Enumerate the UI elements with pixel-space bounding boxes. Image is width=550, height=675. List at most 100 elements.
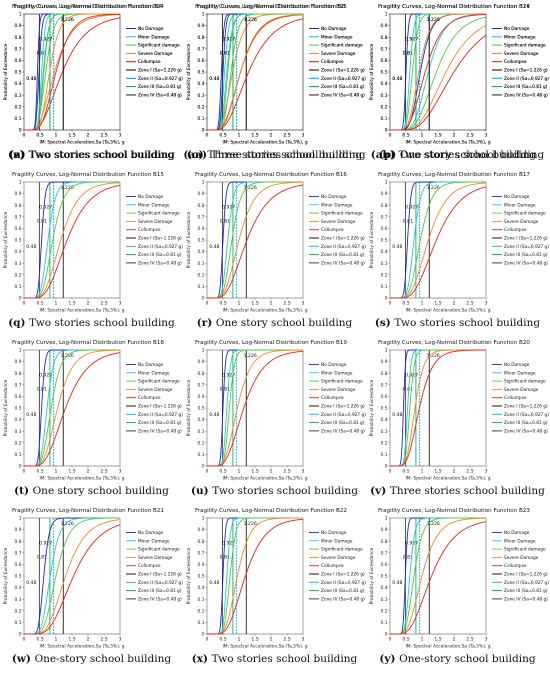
y-tick-label: 0.3: [198, 93, 205, 99]
zone-value-label: 1.226: [427, 17, 440, 23]
series-line: [24, 13, 120, 131]
y-tick-label: 1: [19, 12, 22, 18]
legend-entry: Zone I (Sa=1.226 g): [504, 572, 548, 578]
y-tick-label: 0: [202, 632, 205, 638]
x-tick-label: 0: [206, 133, 209, 139]
chart-plot: Fragility Curves, Log-Normal Distributio…: [183, 0, 366, 148]
legend-entry: Zone II (Sa=0.927 g): [321, 244, 366, 250]
y-tick-label: 0.5: [381, 70, 388, 76]
x-tick-label: 1: [421, 469, 424, 475]
panel-caption-text: Two stories school building: [29, 317, 175, 329]
zone-value-label: 0.81: [403, 555, 413, 561]
legend-entry: Minor Damage: [138, 202, 170, 208]
y-tick-label: 0.3: [198, 597, 205, 603]
legend-entry: Collumpse: [138, 227, 161, 233]
legend-entry: Zone IV (Sa=0.48 g): [504, 260, 548, 266]
y-tick-label: 0: [202, 128, 205, 134]
y-tick-label: 1: [385, 12, 388, 18]
panel-caption-letter: (n): [8, 149, 30, 161]
x-tick-label: 2: [453, 133, 456, 139]
series-line: [207, 517, 303, 635]
y-tick-label: 0.9: [198, 23, 205, 29]
y-tick-label: 0.2: [198, 608, 205, 614]
x-tick-label: 1: [421, 637, 424, 643]
chart-plot: Fragility Curves, Log-Normal Distributio…: [0, 168, 183, 316]
x-tick-label: 1.5: [68, 133, 75, 139]
y-tick-label: 0.8: [198, 539, 205, 545]
chart-panel-z: Fragility Curves, Log-Normal Distributio…: [0, 0, 183, 168]
x-tick-label: 0: [206, 637, 209, 643]
legend-entry: Minor Damage: [321, 34, 353, 40]
x-tick-label: 0: [23, 133, 26, 139]
zone-value-label: 0.48: [392, 76, 402, 82]
y-tick-label: 0.4: [198, 81, 205, 87]
y-axis-label: Probability of Exceedance: [3, 211, 9, 268]
y-tick-label: 0.5: [198, 406, 205, 412]
legend-entry: Severe Damage: [321, 51, 356, 57]
zone-value-label: 1.226: [244, 185, 257, 191]
x-tick-label: 2: [270, 133, 273, 139]
y-tick-label: 0.9: [15, 359, 22, 365]
y-tick-label: 0.3: [381, 429, 388, 435]
legend-entry: Zone I (Sa=1.226 g): [138, 68, 182, 74]
zone-value-label: 1.226: [427, 185, 440, 191]
legend-entry: Zone II (Sa=0.927 g): [138, 580, 183, 586]
chart-title: Fragility Curves, Log-Normal Distributio…: [197, 4, 346, 10]
series-line: [24, 182, 121, 299]
panel-caption-letter: (ab): [370, 149, 399, 161]
series-line: [207, 349, 303, 467]
y-tick-label: 0.2: [198, 272, 205, 278]
panel-caption-text: Two stories school building: [212, 485, 358, 497]
series-line: [390, 13, 486, 131]
x-tick-label: 0: [23, 301, 26, 307]
series-line: [207, 181, 303, 299]
x-tick-label: 2: [453, 301, 456, 307]
panel-caption: (r) One story school building: [183, 317, 366, 335]
x-tick-label: 1: [55, 469, 58, 475]
zone-value-label: 0.48: [26, 580, 36, 586]
legend-entry: No Damage: [138, 362, 164, 368]
legend-entry: Significant damage: [138, 547, 180, 553]
legend-entry: Significant damage: [504, 211, 546, 217]
y-tick-label: 0.9: [381, 359, 388, 365]
y-axis-label: Probability of Exceedance: [3, 43, 9, 100]
legend-entry: No Damage: [504, 26, 530, 32]
y-tick-label: 0.5: [381, 406, 388, 412]
legend-entry: Collumpse: [504, 563, 527, 569]
y-tick-label: 0.6: [381, 58, 388, 64]
x-tick-label: 0: [389, 133, 392, 139]
fragility-chart: Fragility Curves, Log-Normal Distributio…: [186, 4, 366, 146]
x-tick-label: 3: [302, 133, 305, 139]
series-line: [390, 181, 486, 299]
y-tick-label: 0.2: [381, 104, 388, 110]
fragility-chart: Fragility Curves, Log-Normal Distributio…: [186, 172, 366, 314]
x-tick-label: 1.5: [251, 301, 258, 307]
y-tick-label: 0.8: [381, 35, 388, 41]
x-tick-label: 2.5: [100, 637, 107, 643]
chart-panel-r: Fragility Curves, Log-Normal Distributio…: [183, 168, 366, 336]
x-tick-label: 1.5: [434, 637, 441, 643]
zone-value-label: 0.48: [209, 412, 219, 418]
series-line: [207, 181, 303, 299]
chart-plot: Fragility Curves, Log-Normal Distributio…: [366, 0, 549, 148]
y-tick-label: 0.8: [15, 203, 22, 209]
x-tick-label: 2: [87, 301, 90, 307]
x-tick-label: 1.5: [251, 637, 258, 643]
y-axis-label: Probability of Exceedance: [3, 43, 9, 100]
fragility-chart: Fragility Curves, Log-Normal Distributio…: [186, 508, 366, 650]
legend-entry: Collumpse: [138, 395, 161, 401]
y-tick-label: 0.1: [15, 452, 22, 458]
series-line: [390, 14, 487, 131]
chart-title: Fragility Curves, Log-Normal Distributio…: [195, 4, 347, 10]
x-tick-label: 2: [87, 133, 90, 139]
x-tick-label: 1: [238, 133, 241, 139]
chart-panel-x: Fragility Curves, Log-Normal Distributio…: [183, 504, 366, 672]
legend-entry: Collumpse: [504, 395, 527, 401]
x-tick-label: 1.5: [68, 469, 75, 475]
y-tick-label: 0.2: [15, 104, 22, 110]
y-tick-label: 0.2: [381, 608, 388, 614]
y-tick-label: 0.9: [381, 191, 388, 197]
y-tick-label: 0.7: [198, 46, 205, 52]
panel-caption-letter: (q): [8, 317, 30, 329]
legend-entry: No Damage: [321, 530, 347, 536]
